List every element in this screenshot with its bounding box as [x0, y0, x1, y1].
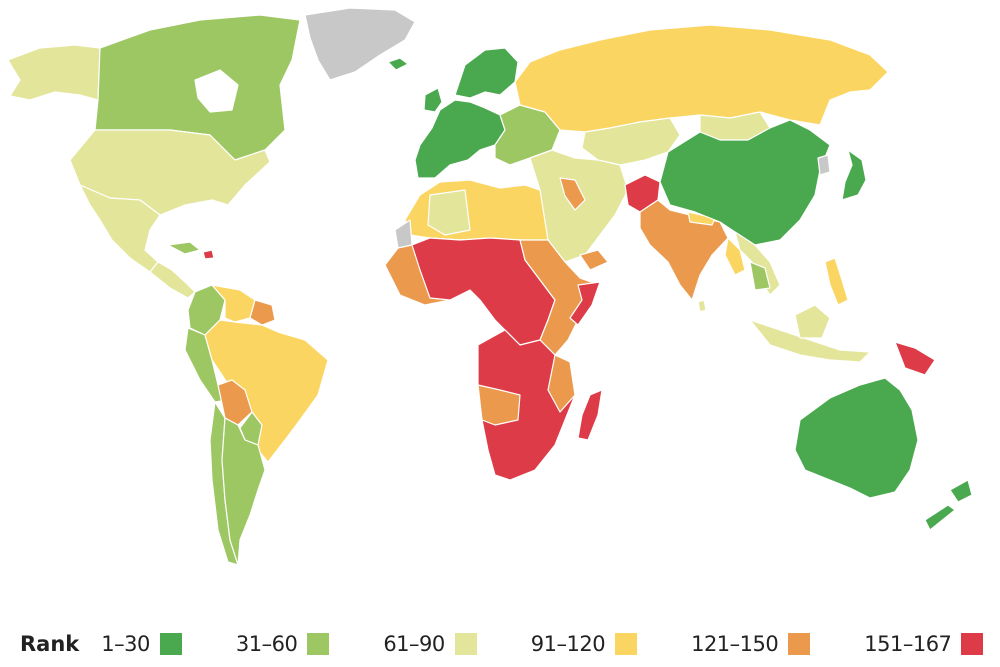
- yemen: [579, 249, 609, 271]
- legend-label: 91–120: [530, 632, 606, 656]
- legend-item-3: 61–90: [383, 632, 477, 656]
- canada-hudson-bay: [194, 69, 239, 113]
- legend-swatch: [615, 633, 638, 655]
- legend-title: Rank: [20, 632, 80, 656]
- united-kingdom: [423, 87, 443, 113]
- greenland: [304, 7, 416, 81]
- legend-label: 31–60: [235, 632, 298, 656]
- papua-new-guinea: [894, 341, 936, 376]
- venezuela: [211, 284, 256, 323]
- legend-item-1: 1–30: [101, 632, 182, 656]
- legend-swatch: [961, 633, 984, 655]
- legend-swatch: [788, 633, 811, 655]
- legend-item-6: 151–167: [864, 632, 984, 656]
- southern-africa: [477, 329, 576, 481]
- haiti: [202, 249, 215, 260]
- western-sahara: [394, 219, 413, 249]
- legend-swatch: [307, 633, 330, 655]
- southeast-asia: [734, 231, 781, 296]
- legend-swatch: [454, 633, 477, 655]
- scandinavia: [454, 47, 519, 99]
- legend-label: 61–90: [383, 632, 445, 656]
- australia: [794, 377, 919, 499]
- legend: Rank 1–30 31–60 61–90 91–120 121–150 151…: [20, 626, 984, 662]
- central-america: [149, 261, 196, 299]
- iraq: [559, 177, 586, 211]
- somalia: [569, 281, 601, 326]
- caribbean: [167, 241, 201, 255]
- north-africa: [404, 179, 549, 241]
- japan: [841, 149, 867, 201]
- china: [659, 119, 831, 246]
- brazil: [204, 319, 329, 463]
- legend-swatch: [159, 633, 182, 655]
- world-map: [7, 7, 973, 566]
- legend-item-5: 121–150: [691, 632, 811, 656]
- argentina: [221, 417, 266, 566]
- south-asia: [639, 199, 729, 301]
- east-africa: [519, 239, 601, 356]
- western-europe: [414, 99, 506, 179]
- philippines: [824, 257, 849, 306]
- legend-item-2: 31–60: [235, 632, 330, 656]
- algeria: [427, 189, 471, 236]
- new-zealand: [924, 479, 973, 531]
- legend-label: 121–150: [691, 632, 779, 656]
- madagascar: [577, 389, 603, 441]
- legend-label: 151–167: [864, 632, 952, 656]
- legend-label: 1–30: [101, 632, 150, 656]
- legend-item-4: 91–120: [530, 632, 638, 656]
- world-map-svg: [7, 7, 973, 566]
- alaska: [7, 44, 101, 101]
- borneo: [794, 304, 831, 339]
- korea: [817, 154, 831, 176]
- sri-lanka: [697, 299, 707, 313]
- guianas: [249, 299, 276, 326]
- iceland: [387, 57, 409, 71]
- indonesia: [749, 319, 871, 363]
- thailand: [749, 261, 771, 291]
- mozambique: [547, 354, 576, 413]
- myanmar: [724, 237, 746, 276]
- angola-zambia: [477, 384, 521, 426]
